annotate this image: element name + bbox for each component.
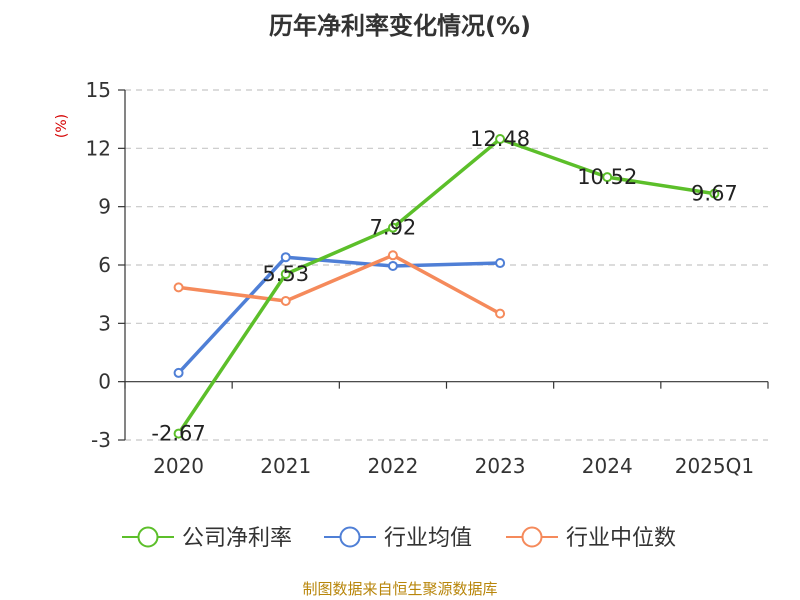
legend-label: 公司净利率 <box>182 526 292 551</box>
data-point <box>602 172 613 183</box>
legend-label: 行业中位数 <box>566 526 676 551</box>
y-tick-label: 3 <box>98 311 111 335</box>
legend-marker <box>339 526 361 548</box>
x-tick-label: 2024 <box>582 454 633 478</box>
legend-item[interactable]: 行业中位数 <box>506 526 676 551</box>
y-tick-label: -3 <box>91 428 111 452</box>
data-point <box>495 258 506 269</box>
y-tick-label: 6 <box>98 253 111 277</box>
data-point <box>387 222 398 233</box>
x-tick-label: 2023 <box>475 454 526 478</box>
legend-marker <box>521 526 543 548</box>
series-line <box>177 137 715 435</box>
data-point <box>280 295 291 306</box>
data-point <box>280 269 291 280</box>
legend-label: 行业均值 <box>384 526 472 551</box>
y-tick-label: 15 <box>86 78 111 102</box>
data-point <box>173 428 184 439</box>
data-label: 5.53 <box>262 262 309 286</box>
y-axis-label: (%) <box>54 114 70 138</box>
data-point <box>173 367 184 378</box>
legend-item[interactable]: 公司净利率 <box>122 526 292 551</box>
x-tick-label: 2022 <box>367 454 418 478</box>
data-point <box>280 252 291 263</box>
data-label: 12.48 <box>470 127 530 151</box>
data-point <box>173 282 184 293</box>
data-point <box>387 260 398 271</box>
data-label: 9.67 <box>691 182 738 206</box>
x-tick-label: 2021 <box>260 454 311 478</box>
data-point <box>495 134 506 144</box>
legend-marker <box>137 526 159 548</box>
data-label: -2.67 <box>151 422 205 446</box>
source-note: 制图数据来自恒生聚源数据库 <box>302 580 497 598</box>
legend-item[interactable]: 行业均值 <box>324 526 472 551</box>
y-tick-label: 0 <box>98 370 111 394</box>
data-label: 7.92 <box>370 216 417 240</box>
series-line <box>177 255 501 375</box>
data-label: 10.52 <box>577 165 637 189</box>
data-point <box>495 308 506 319</box>
data-point <box>387 250 398 261</box>
y-tick-label: 12 <box>86 136 111 160</box>
y-tick-label: 9 <box>98 195 111 219</box>
series-line <box>178 253 501 316</box>
x-tick-label: 2020 <box>153 454 204 478</box>
x-tick-label: 2025Q1 <box>675 454 754 478</box>
data-point <box>709 188 720 199</box>
chart-title: 历年净利率变化情况(%) <box>269 12 531 40</box>
